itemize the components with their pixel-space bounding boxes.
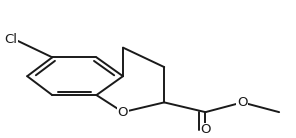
Text: O: O bbox=[118, 106, 128, 119]
Text: Cl: Cl bbox=[4, 33, 17, 46]
Text: O: O bbox=[200, 123, 211, 136]
Text: O: O bbox=[237, 96, 247, 109]
